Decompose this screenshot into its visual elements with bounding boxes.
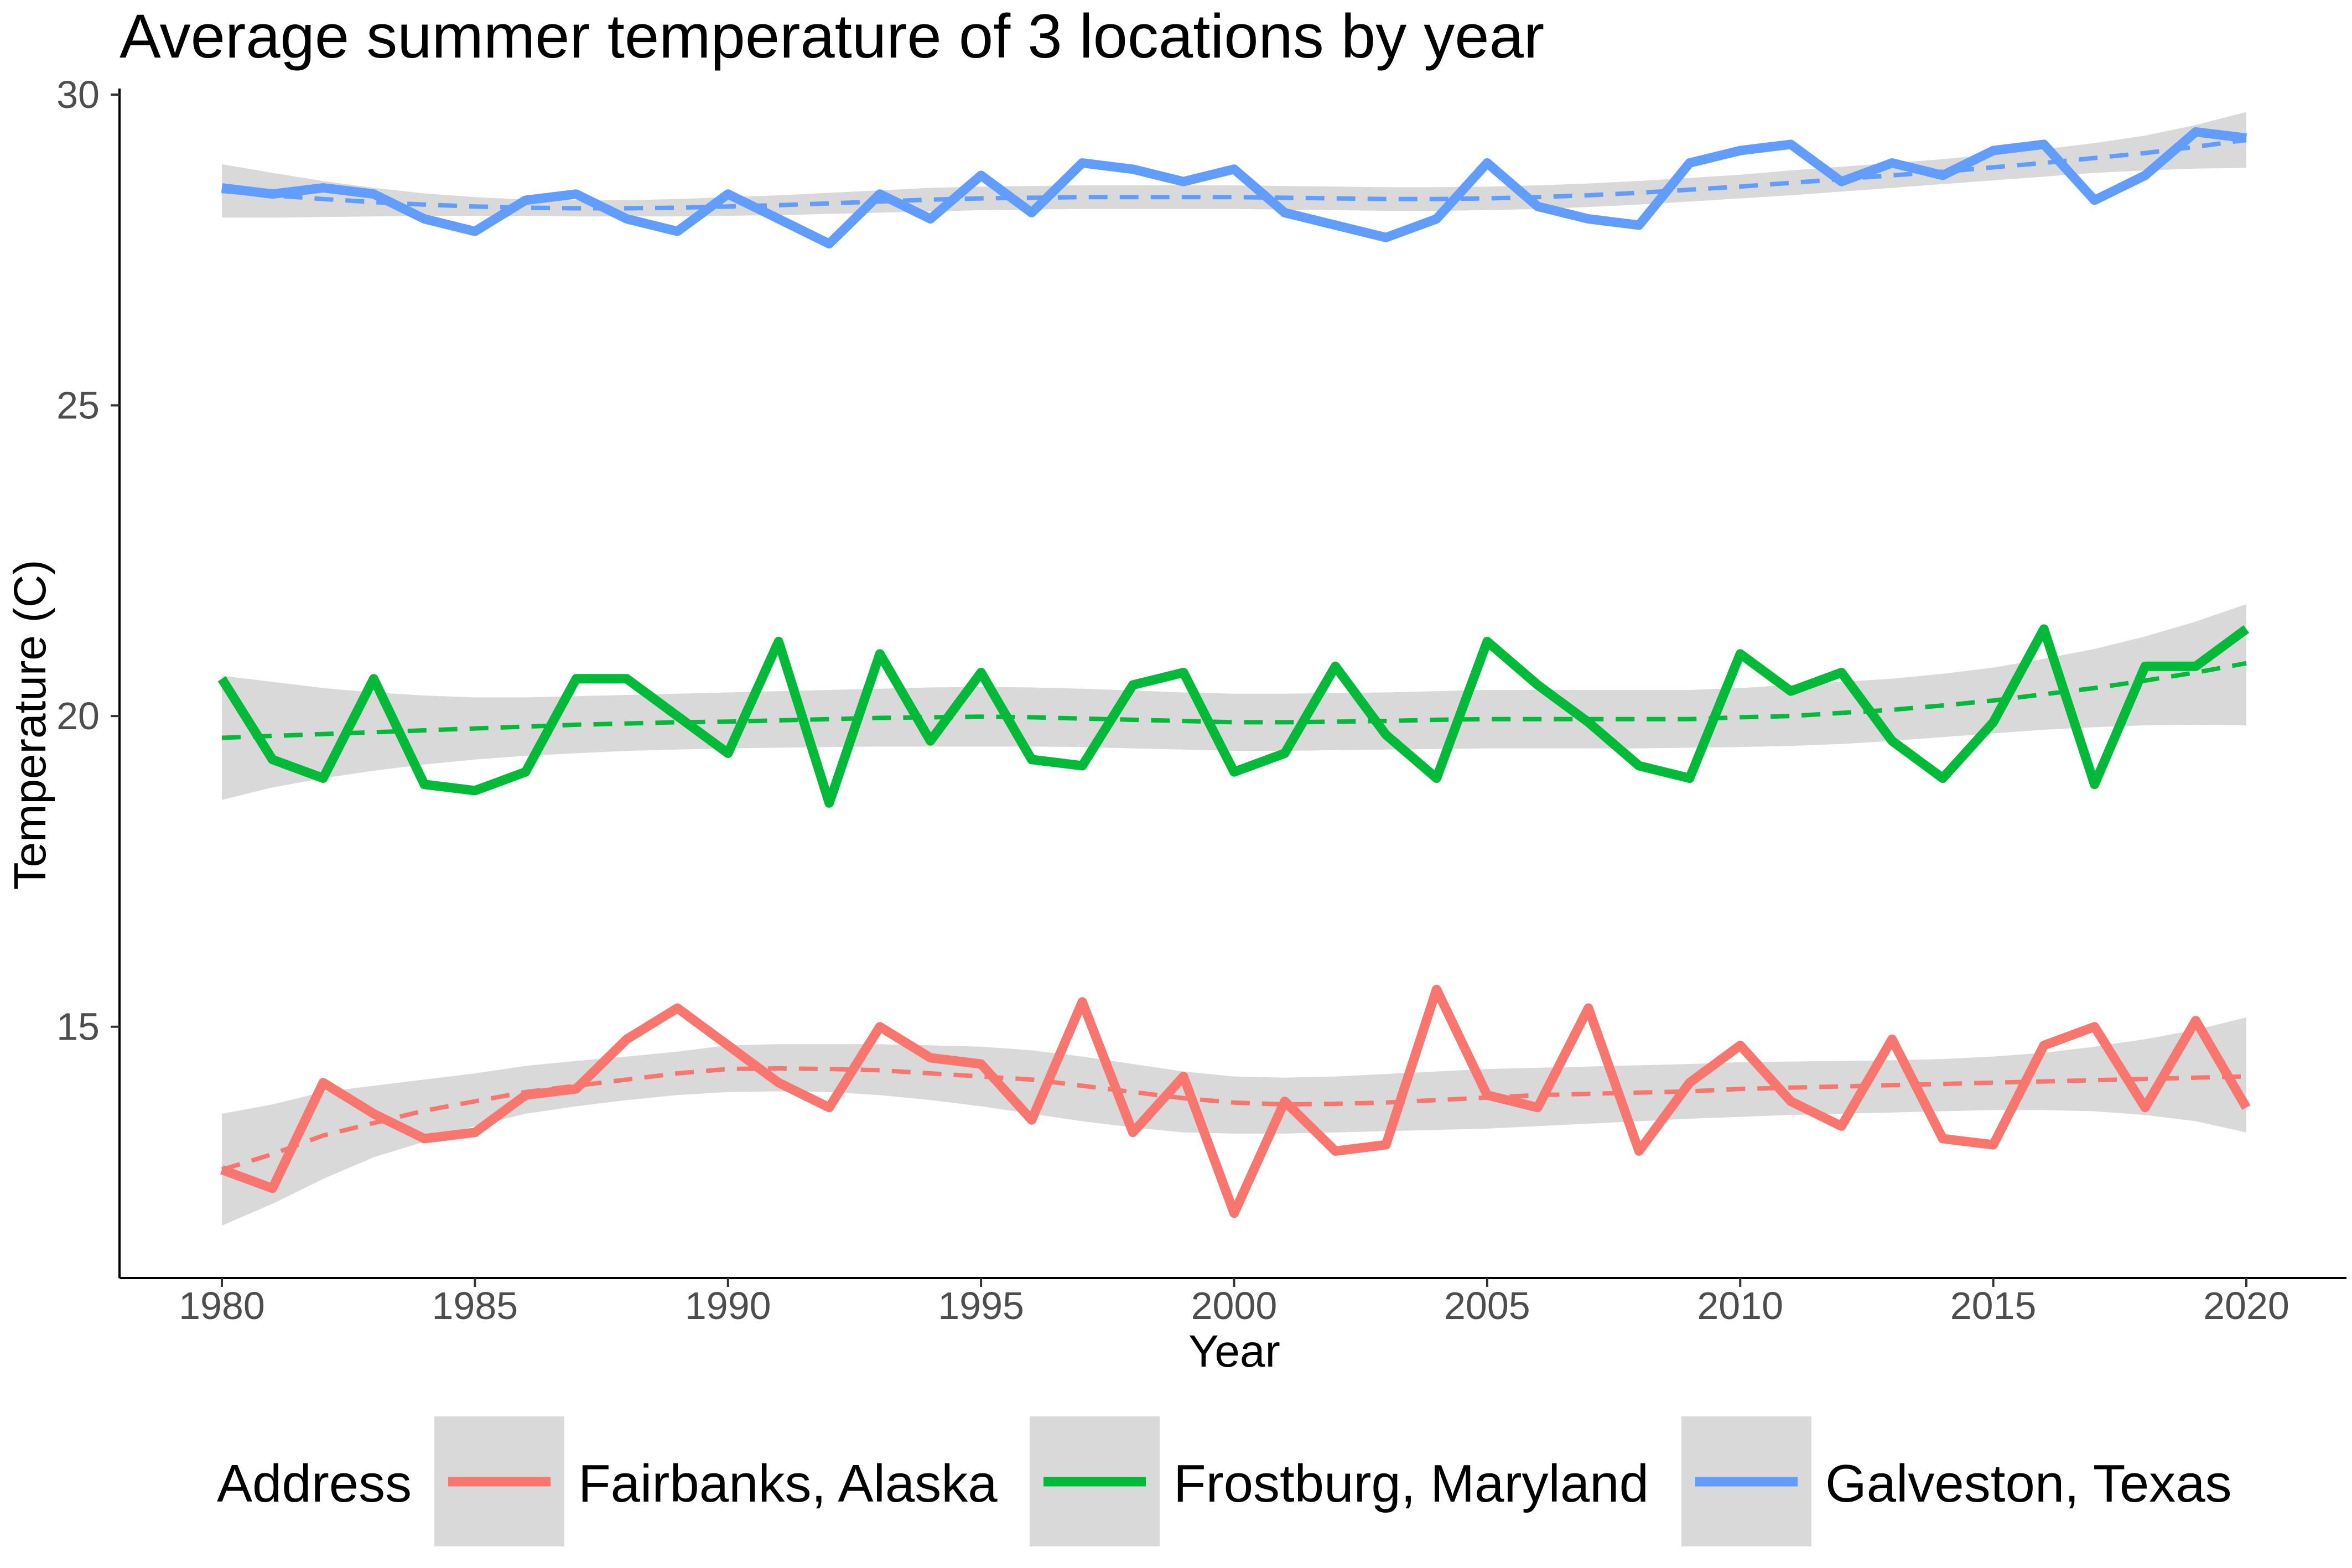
x-ticks: 1980 1985 1990 1995 2000 2005 2010 2015 2020 xyxy=(179,1278,2289,1327)
y-ticks: 15 20 25 30 xyxy=(56,73,120,1048)
x-tick-label: 2005 xyxy=(1444,1284,1530,1327)
x-tick-label: 2000 xyxy=(1191,1284,1278,1327)
legend-label-fairbanks-alaska: Fairbanks, Alaska xyxy=(578,1454,998,1513)
confidence-bands xyxy=(222,112,2246,1226)
series-lines xyxy=(217,127,2251,1218)
x-axis-title: Year xyxy=(1188,1326,1280,1377)
series-line-frostburg-maryland xyxy=(217,624,2250,808)
y-tick-label: 20 xyxy=(56,694,100,738)
series-line-fairbanks-alaska xyxy=(220,984,2251,1218)
ci-band-frostburg-maryland xyxy=(222,604,2246,800)
x-tick-label: 1995 xyxy=(938,1284,1024,1327)
trend-line-galveston-texas xyxy=(221,138,2247,211)
x-tick-label: 1990 xyxy=(685,1284,771,1327)
series-line-galveston-texas xyxy=(221,127,2247,249)
x-tick-label: 2020 xyxy=(2203,1284,2289,1327)
x-tick-label: 1985 xyxy=(432,1284,518,1327)
legend-title: Address xyxy=(217,1454,412,1513)
y-axis-title: Temperature (C) xyxy=(5,560,55,890)
legend-label-galveston-texas: Galveston, Texas xyxy=(1825,1454,2232,1513)
ci-band-galveston-texas xyxy=(222,112,2246,218)
chart-title: Average summer temperature of 3 location… xyxy=(120,2,1544,71)
y-tick-label: 15 xyxy=(56,1005,100,1048)
trend-line-frostburg-maryland xyxy=(221,661,2247,740)
legend: Address Fairbanks, Alaska Frostburg, Mary… xyxy=(217,1416,2232,1546)
y-tick-label: 30 xyxy=(56,73,100,116)
ci-band-fairbanks-alaska xyxy=(222,1017,2246,1226)
legend-label-frostburg-maryland: Frostburg, Maryland xyxy=(1174,1454,1649,1513)
trend-lines xyxy=(221,138,2247,1172)
y-tick-label: 25 xyxy=(56,384,100,427)
x-tick-label: 1980 xyxy=(179,1284,265,1327)
x-tick-label: 2010 xyxy=(1697,1284,1783,1327)
x-tick-label: 2015 xyxy=(1950,1284,2037,1327)
